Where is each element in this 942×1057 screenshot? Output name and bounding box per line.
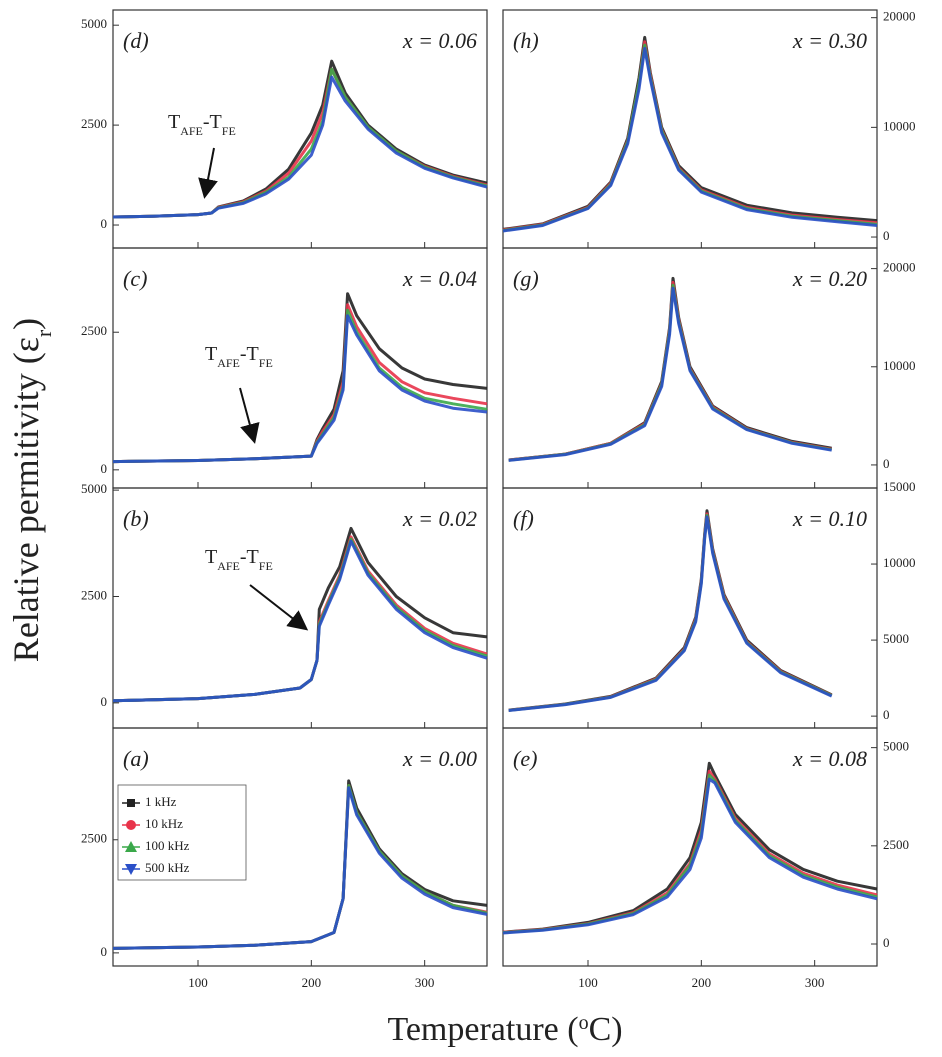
- legend-label: 500 kHz: [145, 860, 190, 875]
- y-tick-label: 2500: [883, 837, 909, 852]
- legend-label: 100 kHz: [145, 838, 190, 853]
- y-tick-label: 20000: [883, 260, 916, 275]
- legend-marker: [126, 820, 136, 830]
- legend-marker: [125, 841, 137, 852]
- x-axis-title: Temperature (oC): [387, 1011, 622, 1048]
- series-line: [112, 535, 488, 703]
- composition-label: x = 0.02: [402, 506, 477, 531]
- panel-label: (b): [123, 506, 149, 531]
- panel-label: (a): [123, 746, 149, 771]
- y-tick-label: 10000: [883, 118, 916, 133]
- series-line: [502, 46, 878, 233]
- panel-label: (g): [513, 266, 539, 291]
- series-line: [502, 43, 878, 232]
- composition-label: x = 0.08: [792, 746, 867, 771]
- y-tick-label: 2500: [81, 116, 107, 131]
- series-line: [112, 67, 488, 219]
- legend-label: 10 kHz: [145, 816, 183, 831]
- composition-label: x = 0.10: [792, 506, 867, 531]
- y-tick-label: 0: [101, 461, 108, 476]
- legend-box: [117, 784, 247, 881]
- series-line: [502, 761, 878, 934]
- series-line: [508, 515, 833, 712]
- series-line: [112, 75, 488, 219]
- series-line: [112, 308, 488, 464]
- composition-label: x = 0.06: [402, 28, 477, 53]
- panel-label: (d): [123, 28, 149, 53]
- y-tick-label: 0: [883, 228, 890, 243]
- series-line: [508, 286, 832, 462]
- x-tick-label: 200: [302, 975, 322, 990]
- arrow: [249, 584, 309, 631]
- composition-label: x = 0.00: [402, 746, 477, 771]
- series-line: [508, 512, 833, 712]
- series-line: [502, 777, 878, 935]
- panel-label: (e): [513, 746, 537, 771]
- series-line: [508, 509, 833, 712]
- x-tick-label: 100: [188, 975, 208, 990]
- y-tick-label: 2500: [81, 323, 107, 338]
- x-tick-label: 200: [692, 975, 712, 990]
- annotation: TAFE-TFE: [168, 111, 236, 138]
- series-line: [508, 513, 833, 712]
- panel-frame: [112, 727, 488, 967]
- x-tick-label: 100: [578, 975, 598, 990]
- y-tick-label: 5000: [81, 481, 107, 496]
- series-line: [502, 35, 878, 231]
- series-line: [112, 292, 488, 464]
- panel-label: (c): [123, 266, 147, 291]
- composition-label: x = 0.04: [402, 266, 477, 291]
- composition-label: x = 0.30: [792, 28, 867, 53]
- y-tick-label: 0: [883, 456, 890, 471]
- y-tick-label: 5000: [883, 631, 909, 646]
- y-tick-label: 10000: [883, 555, 916, 570]
- y-tick-label: 5000: [883, 739, 909, 754]
- x-tick-label: 300: [415, 975, 435, 990]
- y-tick-label: 2500: [81, 587, 107, 602]
- y-tick-label: 10000: [883, 358, 916, 373]
- y-axis-title: Relative permitivity (εr): [6, 318, 56, 662]
- y-tick-label: 0: [101, 944, 108, 959]
- y-tick-label: 2500: [81, 831, 107, 846]
- series-line: [502, 769, 878, 934]
- y-tick-label: 0: [883, 707, 890, 722]
- y-tick-label: 0: [101, 694, 108, 709]
- series-line: [112, 303, 488, 464]
- annotation: TAFE-TFE: [205, 546, 273, 573]
- series-line: [112, 314, 488, 464]
- y-tick-label: 0: [883, 935, 890, 950]
- panel-frame: [502, 727, 878, 967]
- legend-label: 1 kHz: [145, 794, 177, 809]
- y-tick-label: 0: [101, 216, 108, 231]
- annotation: TAFE-TFE: [205, 343, 273, 370]
- arrow: [198, 147, 218, 199]
- series-line: [112, 59, 488, 219]
- x-tick-label: 300: [805, 975, 825, 990]
- panel-label: (h): [513, 28, 539, 53]
- composition-label: x = 0.20: [792, 266, 867, 291]
- y-tick-label: 15000: [883, 479, 916, 494]
- arrow: [239, 387, 260, 444]
- series-line: [112, 539, 488, 703]
- legend-marker: [127, 799, 135, 807]
- legend-marker: [125, 864, 137, 875]
- y-tick-label: 20000: [883, 9, 916, 24]
- series-line: [502, 40, 878, 232]
- y-tick-label: 5000: [81, 16, 107, 31]
- panel-label: (f): [513, 506, 534, 531]
- series-line: [112, 786, 488, 950]
- series-line: [112, 67, 488, 219]
- series-line: [112, 526, 488, 703]
